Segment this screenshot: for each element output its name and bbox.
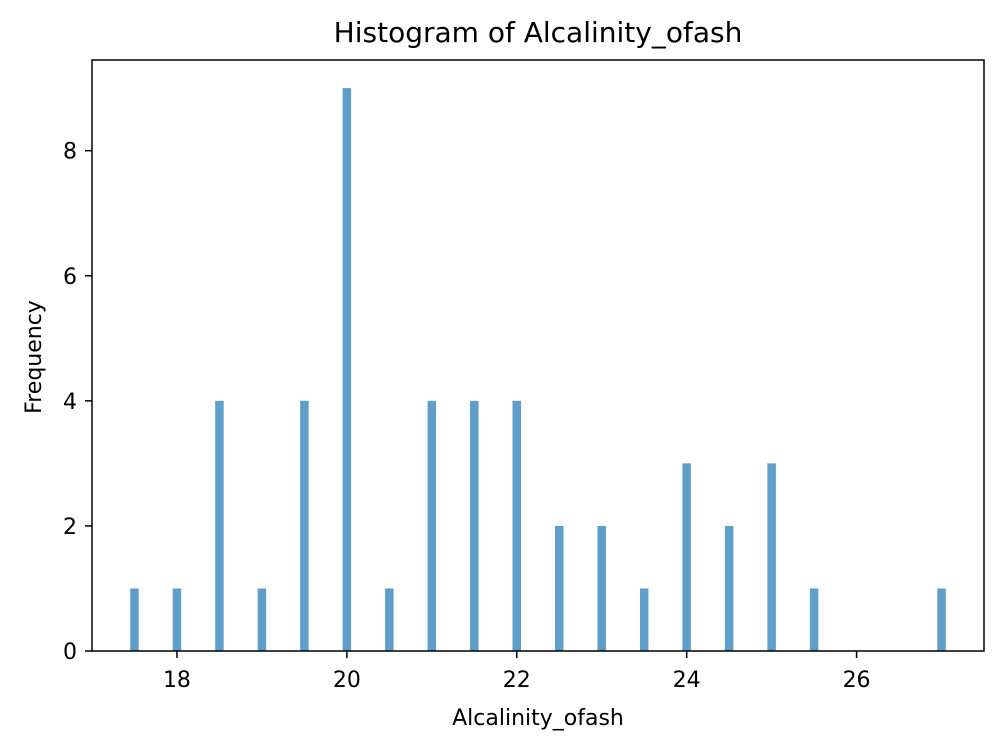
histogram-bar [639, 588, 649, 651]
histogram-bar [300, 400, 309, 651]
y-tick-label: 2 [63, 515, 77, 540]
histogram-bar [130, 588, 139, 651]
y-axis-ticks: 0 2 4 6 8 [63, 140, 92, 665]
bars-group [130, 88, 946, 651]
x-tick-label: 22 [503, 668, 531, 693]
y-tick-label: 6 [63, 265, 77, 290]
y-tick-label: 8 [63, 140, 77, 165]
histogram-bar [554, 525, 564, 651]
histogram-bar [385, 588, 394, 651]
histogram-bar [427, 400, 437, 651]
x-tick-label: 26 [843, 668, 871, 693]
x-tick-label: 18 [163, 668, 191, 693]
y-axis-label: Frequency [22, 300, 47, 414]
histogram-bar [724, 525, 734, 651]
x-tick-label: 20 [333, 668, 361, 693]
y-tick-label: 0 [63, 640, 77, 665]
histogram-bar [767, 463, 776, 651]
chart-title: Histogram of Alcalinity_ofash [334, 16, 743, 49]
x-tick-label: 24 [673, 668, 701, 693]
histogram-bar [215, 400, 224, 651]
histogram-bar [597, 525, 606, 651]
x-axis-ticks: 18 20 22 24 26 [163, 651, 871, 693]
histogram-bar [937, 588, 946, 651]
histogram-bar [682, 463, 691, 651]
y-tick-label: 4 [63, 390, 77, 415]
histogram-bar [809, 588, 819, 651]
histogram-bar [512, 400, 522, 651]
histogram-bar [470, 400, 479, 651]
histogram-bar [257, 588, 267, 651]
histogram-bar [172, 588, 182, 651]
histogram-bar [342, 88, 352, 651]
plot-frame [91, 59, 985, 652]
x-axis-label: Alcalinity_ofash [452, 706, 624, 731]
